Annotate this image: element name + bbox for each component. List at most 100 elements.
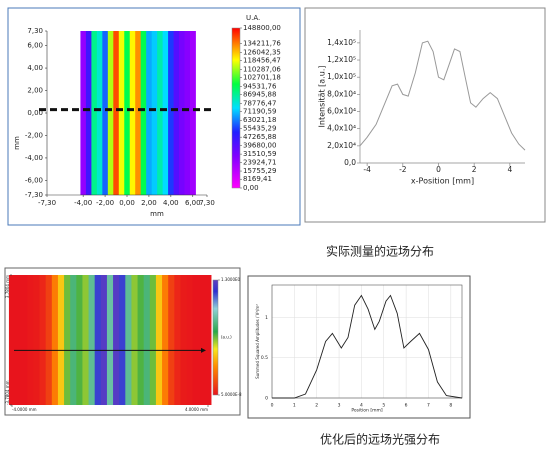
x-tick-label: 0,00 (119, 199, 135, 207)
heat-cell (186, 275, 194, 405)
heat-cell (8, 275, 16, 405)
x-tick-label: 7,30 (199, 199, 215, 207)
colorbar-label: 23924,71 (243, 158, 276, 166)
x-tick-label: -4.0000 mm (12, 407, 37, 412)
heat-cell (85, 31, 92, 195)
x-tick-label: 6,00 (185, 199, 201, 207)
x-axis-label: Position [mm] (351, 408, 382, 414)
heat-cell (174, 275, 181, 405)
heat-cell (113, 31, 120, 195)
y-tick-label: 0 (265, 396, 268, 402)
colorbar-label: 148800,00 (243, 24, 281, 32)
y-tick-label: 4,0x10⁴ (327, 124, 356, 133)
heat-cell (190, 31, 196, 195)
colorbar-label: 5.0000E-8 (221, 392, 242, 397)
x-tick-label: 0 (271, 403, 274, 409)
plot-frame (271, 284, 463, 399)
y-tick-label: 6,0x10⁴ (327, 107, 356, 116)
colorbar-label: 102701,18 (243, 74, 281, 82)
heat-cell (162, 275, 169, 405)
colorbar-label: 8169,41 (243, 175, 272, 183)
colorbar-label: 15755,29 (243, 167, 276, 175)
x-tick-label: 0 (436, 165, 441, 174)
y-tick-label: 1,2x10⁵ (327, 55, 356, 64)
y-axis-label: mm (13, 136, 21, 150)
y-tick-label: 1,4x10⁵ (327, 38, 356, 47)
x-tick-label: -4,00 (74, 199, 92, 207)
x-tick-label: 4,00 (163, 199, 179, 207)
y-tick-label: -3.7804 mm (5, 380, 10, 405)
x-tick-label: 7 (427, 403, 430, 409)
x-tick-label: 2 (315, 403, 318, 409)
y-tick-label: -7,30 (25, 191, 43, 199)
x-axis-label: mm (150, 210, 164, 218)
heat-cell (143, 275, 151, 405)
heat-cell (192, 275, 200, 405)
panel (304, 7, 546, 223)
heat-cell (149, 275, 157, 405)
y-tick-label: 2,00 (27, 87, 43, 95)
line-series (359, 40, 526, 151)
heat-cell (33, 275, 40, 405)
caption: 实际测量的远场分布 (326, 244, 434, 259)
colorbar-label: 55435,29 (243, 124, 276, 132)
x-tick-label: 4.0000 mm (185, 407, 208, 412)
heat-cell (15, 275, 22, 405)
colorbar-label: 134211,76 (243, 40, 281, 48)
y-tick-label: 1 (265, 315, 268, 321)
heat-cell (106, 275, 114, 405)
colorbar-label: 63021,18 (243, 116, 276, 124)
heat-cell (131, 275, 138, 405)
heat-cell (180, 275, 187, 405)
x-tick-label: 1 (293, 403, 296, 409)
colorbar-label: 71190,59 (243, 107, 276, 115)
heat-cell (70, 275, 77, 405)
heat-cell (179, 31, 185, 195)
colorbar-label: 31510,59 (243, 150, 276, 158)
heat-cell (198, 275, 206, 405)
colorbar-label: 1.3000E0 (221, 277, 241, 282)
y-tick-label: 0.5 (261, 355, 268, 361)
heat-cell (146, 31, 153, 195)
heat-cell (168, 31, 174, 195)
y-tick-label: 2,0x10⁴ (327, 141, 356, 150)
colorbar-label: 39680,00 (243, 141, 276, 149)
heat-cell (119, 275, 126, 405)
y-tick-label: 0,0 (344, 158, 356, 167)
y-tick-label: 1,0x10⁵ (327, 72, 356, 81)
heat-cell (118, 31, 125, 195)
x-tick-label: 5 (382, 403, 385, 409)
heat-cell (162, 31, 169, 195)
heat-cell (80, 31, 87, 195)
y-axis-label: Summed Squared Amplitudes / V²/m² (255, 304, 260, 379)
y-tick-label: -2,00 (25, 131, 43, 139)
heat-cell (157, 31, 164, 195)
heat-cell (124, 31, 131, 195)
y-tick-label: 6,00 (27, 42, 43, 50)
heat-cell (107, 31, 114, 195)
y-tick-label: -4,00 (25, 154, 43, 162)
heat-cell (27, 275, 34, 405)
arrow-head (201, 347, 206, 353)
x-tick-label: -2 (399, 165, 407, 174)
colorbar (231, 27, 241, 189)
x-tick-label: 2 (472, 165, 477, 174)
heat-cell (113, 275, 120, 405)
heat-cell (21, 275, 28, 405)
y-tick-label: 0,00 (27, 109, 43, 117)
y-axis-label: Intensität [a.u.] (318, 66, 327, 128)
heat-cell (96, 31, 103, 195)
colorbar-label: 86945,88 (243, 91, 276, 99)
x-tick-label: 8 (449, 403, 452, 409)
heat-cell (155, 275, 163, 405)
colorbar-label: 94531,76 (243, 82, 277, 90)
heat-cell (57, 275, 65, 405)
panel (247, 275, 471, 419)
line-series (272, 294, 463, 399)
x-tick-label: 2,00 (141, 199, 157, 207)
heat-cell (173, 31, 180, 195)
x-tick-label: 4 (507, 165, 512, 174)
heat-cell (100, 275, 108, 405)
heat-cell (102, 31, 109, 195)
heat-cell (45, 275, 53, 405)
